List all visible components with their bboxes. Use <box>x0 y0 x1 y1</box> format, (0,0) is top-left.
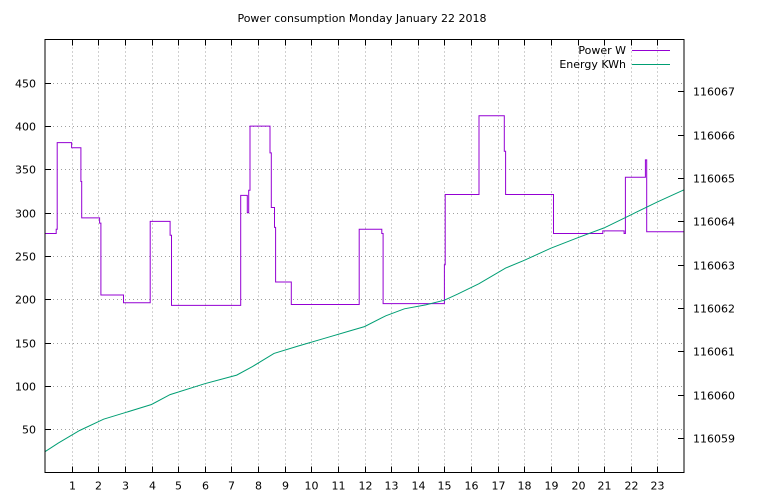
y2-tick-label: 116067 <box>693 86 735 99</box>
x-tick-label: 10 <box>305 480 319 493</box>
y-tick-label: 450 <box>15 78 36 91</box>
y2-tick-label: 116063 <box>693 260 735 273</box>
x-tick-label: 11 <box>332 480 346 493</box>
x-tick-label: 6 <box>202 480 209 493</box>
y2-tick-label: 116062 <box>693 303 735 316</box>
series-line-0 <box>45 115 684 306</box>
x-tick-label: 21 <box>598 480 612 493</box>
legend-label-energy: Energy KWh <box>559 58 626 71</box>
x-tick-label: 2 <box>95 480 102 493</box>
x-tick-label: 1 <box>69 480 76 493</box>
legend: Power W Energy KWh <box>559 44 670 71</box>
y-tick-label: 50 <box>22 424 36 437</box>
y-tick-label: 400 <box>15 121 36 134</box>
x-tick-label: 15 <box>438 480 452 493</box>
y-tick-label: 350 <box>15 164 36 177</box>
chart-title: Power consumption Monday January 22 2018 <box>237 12 486 25</box>
y-tick-label: 300 <box>15 208 36 221</box>
grid <box>45 39 684 473</box>
y-tick-label: 250 <box>15 251 36 264</box>
y-tick-label: 200 <box>15 294 36 307</box>
x-tick-label: 4 <box>149 480 156 493</box>
x-tick-label: 22 <box>625 480 639 493</box>
y2-tick-label: 116061 <box>693 346 735 359</box>
x-tick-label: 16 <box>465 480 479 493</box>
y2-tick-label: 116059 <box>693 433 735 446</box>
x-tick-label: 23 <box>651 480 665 493</box>
y2-tick-label: 116060 <box>693 390 735 403</box>
y2-tick-label: 116066 <box>693 130 735 143</box>
x-tick-label: 18 <box>518 480 532 493</box>
series-layer <box>44 115 685 453</box>
y2-tick-label: 116065 <box>693 173 735 186</box>
x-tick-label: 12 <box>359 480 373 493</box>
x-tick-label: 14 <box>412 480 426 493</box>
x-tick-label: 5 <box>175 480 182 493</box>
x-tick-label: 20 <box>572 480 586 493</box>
x-tick-label: 9 <box>282 480 289 493</box>
y-tick-label: 150 <box>15 338 36 351</box>
legend-label-power: Power W <box>578 44 626 57</box>
x-tick-label: 3 <box>122 480 129 493</box>
series-line-1 <box>44 189 685 453</box>
x-tick-label: 7 <box>228 480 235 493</box>
y2-tick-label: 116064 <box>693 216 735 229</box>
x-tick-label: 13 <box>385 480 399 493</box>
x-tick-label: 17 <box>492 480 506 493</box>
x-tick-label: 19 <box>545 480 559 493</box>
y-tick-label: 100 <box>15 381 36 394</box>
axis-ticks: 1 2 3 4 5 6 7 8 9 10 11 12 13 14 15 16 17 18 19 20 21 22 23501… <box>15 39 735 493</box>
x-tick-label: 8 <box>255 480 262 493</box>
